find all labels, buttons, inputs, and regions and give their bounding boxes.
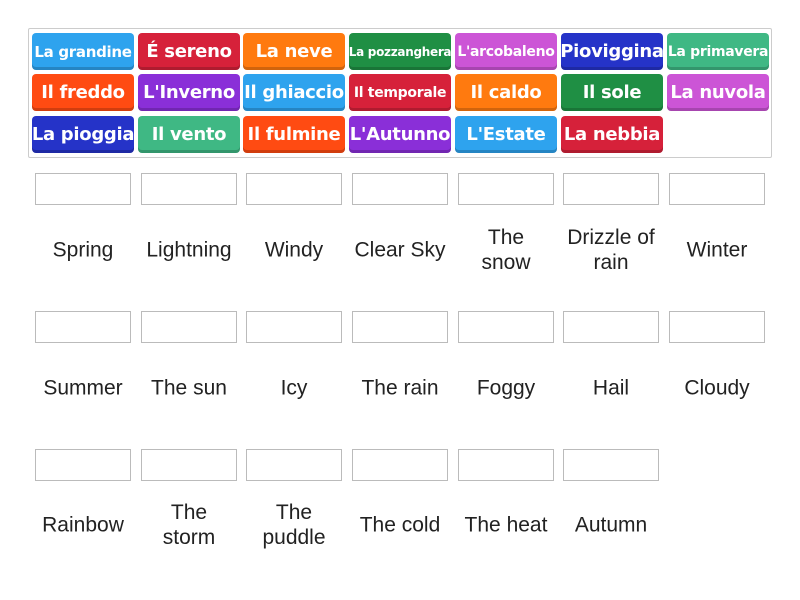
drop-box[interactable] xyxy=(352,173,448,205)
word-tile[interactable]: Il sole xyxy=(561,74,663,111)
drop-box[interactable] xyxy=(669,311,765,343)
drop-box[interactable] xyxy=(141,173,237,205)
target-label: The puddle xyxy=(262,501,326,549)
word-tile[interactable]: Il caldo xyxy=(455,74,557,111)
word-tile[interactable]: Il ghiaccio xyxy=(243,74,345,111)
word-tile[interactable]: Pioviggina xyxy=(560,33,664,70)
drop-box[interactable] xyxy=(563,449,659,481)
word-tile[interactable]: Il fulmine xyxy=(243,116,345,153)
target-label: The storm xyxy=(162,501,216,549)
target-label: Cloudy xyxy=(684,376,750,400)
drop-box[interactable] xyxy=(458,311,554,343)
target-label: Summer xyxy=(43,376,123,400)
target-label: Foggy xyxy=(476,376,536,400)
word-tile[interactable]: L'Estate xyxy=(455,116,557,153)
target-label: Spring xyxy=(52,238,114,262)
drop-box[interactable] xyxy=(141,311,237,343)
word-tile[interactable]: La nebbia xyxy=(561,116,663,153)
word-bank xyxy=(28,28,772,158)
drop-box[interactable] xyxy=(563,311,659,343)
word-tile[interactable]: Il temporale xyxy=(349,74,451,111)
drop-box[interactable] xyxy=(35,311,131,343)
drop-box[interactable] xyxy=(563,173,659,205)
target-label: Hail xyxy=(592,376,630,400)
word-tile[interactable]: La pioggia xyxy=(32,116,135,153)
target-label: The snow xyxy=(481,226,531,274)
drop-box[interactable] xyxy=(35,173,131,205)
target-label: Drizzle of rain xyxy=(567,226,655,274)
target-label: The sun xyxy=(151,376,227,400)
word-tile[interactable]: L'Autunno xyxy=(349,116,451,153)
drop-box[interactable] xyxy=(458,449,554,481)
drop-box[interactable] xyxy=(246,173,342,205)
target-label: Winter xyxy=(686,238,748,262)
drop-box[interactable] xyxy=(669,173,765,205)
drop-box[interactable] xyxy=(35,449,131,481)
word-tile[interactable]: É sereno xyxy=(138,33,240,70)
word-tile[interactable]: Il freddo xyxy=(32,74,134,111)
word-tile[interactable]: L'Inverno xyxy=(138,74,240,111)
target-label: Windy xyxy=(264,238,324,262)
drop-box[interactable] xyxy=(352,449,448,481)
drop-box[interactable] xyxy=(458,173,554,205)
word-tile[interactable]: La neve xyxy=(243,33,345,70)
target-label: The heat xyxy=(464,513,548,537)
drop-box[interactable] xyxy=(246,311,342,343)
drop-box[interactable] xyxy=(141,449,237,481)
word-tile[interactable]: La nuvola xyxy=(667,74,769,111)
word-tile[interactable]: La primavera xyxy=(667,33,769,70)
target-label: Lightning xyxy=(146,238,232,262)
word-tile[interactable]: L'arcobaleno xyxy=(455,33,557,70)
target-label: Clear Sky xyxy=(354,238,446,262)
target-label: Icy xyxy=(280,376,308,400)
drop-box[interactable] xyxy=(352,311,448,343)
target-label: Rainbow xyxy=(42,513,124,537)
word-tile[interactable]: La pozzanghera xyxy=(349,33,452,70)
word-tile[interactable]: Il vento xyxy=(138,116,240,153)
drop-box[interactable] xyxy=(246,449,342,481)
target-label: The rain xyxy=(361,376,439,400)
target-label: The cold xyxy=(359,513,441,537)
word-tile[interactable]: La grandine xyxy=(32,33,134,70)
target-label: Autumn xyxy=(574,513,648,537)
